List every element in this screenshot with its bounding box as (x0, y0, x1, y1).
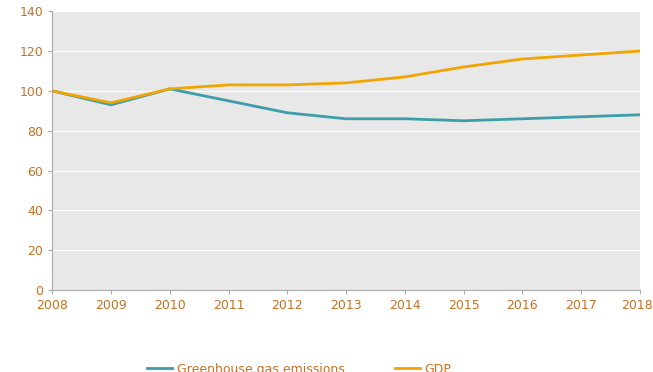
Greenhouse gas emissions (48, 89, 56, 93)
GDP (577, 53, 585, 57)
GDP (401, 75, 409, 79)
GDP (166, 87, 174, 91)
Greenhouse gas emissions (401, 116, 409, 121)
GDP (636, 49, 644, 53)
GDP (342, 81, 350, 85)
Greenhouse gas emissions (166, 87, 174, 91)
Greenhouse gas emissions (342, 116, 350, 121)
Greenhouse gas emissions (636, 113, 644, 117)
GDP (107, 100, 115, 105)
GDP (283, 83, 291, 87)
Greenhouse gas emissions (107, 103, 115, 107)
GDP (225, 83, 232, 87)
Line: GDP: GDP (52, 51, 640, 103)
GDP (48, 89, 56, 93)
Greenhouse gas emissions (518, 116, 526, 121)
GDP (460, 65, 468, 69)
Greenhouse gas emissions (460, 119, 468, 123)
Line: Greenhouse gas emissions: Greenhouse gas emissions (52, 89, 640, 121)
GDP (518, 57, 526, 61)
Greenhouse gas emissions (283, 110, 291, 115)
Greenhouse gas emissions (225, 99, 232, 103)
Greenhouse gas emissions (577, 115, 585, 119)
Legend: Greenhouse gas emissions, GDP: Greenhouse gas emissions, GDP (142, 358, 456, 372)
